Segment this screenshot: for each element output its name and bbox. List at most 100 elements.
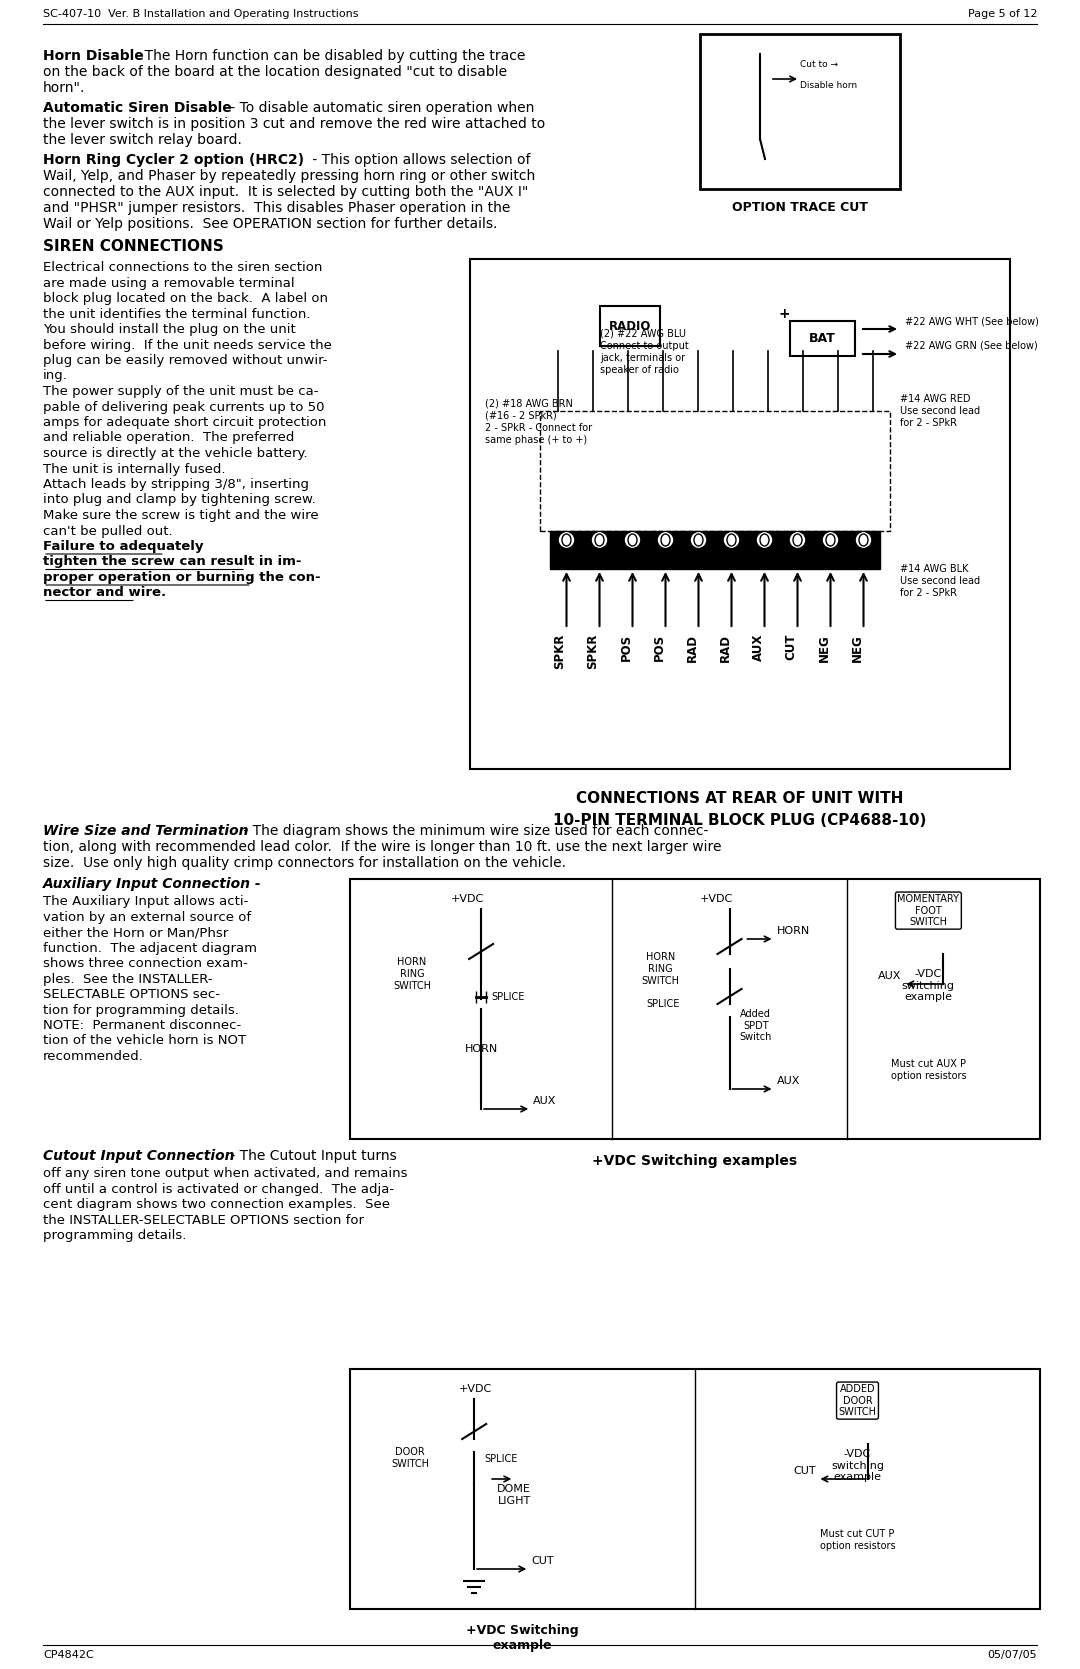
Ellipse shape <box>858 532 869 547</box>
Bar <box>550 549 880 569</box>
Text: jack, terminals or: jack, terminals or <box>600 354 685 362</box>
Text: Must cut AUX P
option resistors: Must cut AUX P option resistors <box>891 1060 967 1080</box>
Text: amps for adequate short circuit protection: amps for adequate short circuit protecti… <box>43 416 326 429</box>
Text: The Auxiliary Input allows acti-: The Auxiliary Input allows acti- <box>43 895 248 908</box>
Text: SPLICE: SPLICE <box>484 1454 517 1464</box>
Text: SPKR: SPKR <box>586 634 599 669</box>
Text: CUT: CUT <box>793 1465 815 1475</box>
Bar <box>540 411 890 531</box>
Text: You should install the plug on the unit: You should install the plug on the unit <box>43 324 296 335</box>
Ellipse shape <box>594 532 605 547</box>
Text: into plug and clamp by tightening screw.: into plug and clamp by tightening screw. <box>43 494 315 506</box>
Text: (#16 - 2 SPkR): (#16 - 2 SPkR) <box>485 411 557 421</box>
Text: off until a control is activated or changed.  The adja-: off until a control is activated or chan… <box>43 1183 394 1195</box>
Ellipse shape <box>759 532 770 547</box>
Text: function.  The adjacent diagram: function. The adjacent diagram <box>43 941 257 955</box>
Text: SELECTABLE OPTIONS sec-: SELECTABLE OPTIONS sec- <box>43 988 220 1001</box>
Text: - This option allows selection of: - This option allows selection of <box>308 154 530 167</box>
Circle shape <box>757 532 771 547</box>
Circle shape <box>559 532 573 547</box>
Text: for 2 - SPkR: for 2 - SPkR <box>900 587 957 598</box>
Text: SC-407-10  Ver. B Installation and Operating Instructions: SC-407-10 Ver. B Installation and Operat… <box>43 8 359 18</box>
Circle shape <box>791 532 805 547</box>
Text: 10-PIN TERMINAL BLOCK PLUG (CP4688-10): 10-PIN TERMINAL BLOCK PLUG (CP4688-10) <box>553 813 927 828</box>
Text: and reliable operation.  The preferred: and reliable operation. The preferred <box>43 432 295 444</box>
Text: same phase (+ to +): same phase (+ to +) <box>485 436 588 446</box>
Text: +VDC Switching
example: +VDC Switching example <box>467 1624 579 1652</box>
Text: HORN
RING
SWITCH: HORN RING SWITCH <box>393 958 431 991</box>
Text: OPTION TRACE CUT: OPTION TRACE CUT <box>732 200 868 214</box>
Text: HORN: HORN <box>777 926 810 936</box>
Text: the unit identifies the terminal function.: the unit identifies the terminal functio… <box>43 307 311 320</box>
Bar <box>350 1369 1040 1609</box>
Text: (2) #18 AWG BRN: (2) #18 AWG BRN <box>485 399 572 409</box>
Text: tion, along with recommended lead color.  If the wire is longer than 10 ft. use : tion, along with recommended lead color.… <box>43 840 721 855</box>
Circle shape <box>691 532 705 547</box>
Text: Electrical connections to the siren section: Electrical connections to the siren sect… <box>43 260 322 274</box>
Text: MOMENTARY
FOOT
SWITCH: MOMENTARY FOOT SWITCH <box>897 895 959 928</box>
Text: ADDED
DOOR
SWITCH: ADDED DOOR SWITCH <box>838 1384 877 1417</box>
Text: CP4842C: CP4842C <box>43 1651 94 1661</box>
Text: before wiring.  If the unit needs service the: before wiring. If the unit needs service… <box>43 339 332 352</box>
Ellipse shape <box>792 532 804 547</box>
Text: #14 AWG BLK: #14 AWG BLK <box>900 564 969 574</box>
Ellipse shape <box>825 532 836 547</box>
Text: The power supply of the unit must be ca-: The power supply of the unit must be ca- <box>43 386 319 397</box>
Text: tighten the screw can result in im-: tighten the screw can result in im- <box>43 556 301 569</box>
Text: 05/07/05: 05/07/05 <box>987 1651 1037 1661</box>
Text: horn".: horn". <box>43 82 85 95</box>
Text: Page 5 of 12: Page 5 of 12 <box>968 8 1037 18</box>
Text: block plug located on the back.  A label on: block plug located on the back. A label … <box>43 292 328 305</box>
Text: The unit is internally fused.: The unit is internally fused. <box>43 462 226 476</box>
Text: can't be pulled out.: can't be pulled out. <box>43 524 173 537</box>
Text: CONNECTIONS AT REAR OF UNIT WITH: CONNECTIONS AT REAR OF UNIT WITH <box>577 791 904 806</box>
Text: +VDC Switching examples: +VDC Switching examples <box>593 1153 797 1168</box>
Text: tion of the vehicle horn is NOT: tion of the vehicle horn is NOT <box>43 1035 246 1048</box>
Text: RADIO: RADIO <box>609 319 651 332</box>
Text: RAD: RAD <box>686 634 699 663</box>
Text: #22 AWG GRN (See below): #22 AWG GRN (See below) <box>905 340 1038 350</box>
Text: size.  Use only high quality crimp connectors for installation on the vehicle.: size. Use only high quality crimp connec… <box>43 856 566 870</box>
Text: AUX: AUX <box>777 1077 800 1087</box>
Text: Wail, Yelp, and Phaser by repeatedly pressing horn ring or other switch: Wail, Yelp, and Phaser by repeatedly pre… <box>43 169 536 184</box>
Text: Must cut CUT P
option resistors: Must cut CUT P option resistors <box>820 1529 895 1551</box>
Bar <box>700 33 900 189</box>
Text: 2 - SPkR - Connect for: 2 - SPkR - Connect for <box>485 422 592 432</box>
Text: -VDC
switching
example: -VDC switching example <box>831 1449 885 1482</box>
Text: POS: POS <box>620 634 633 661</box>
Text: POS: POS <box>652 634 665 661</box>
Text: shows three connection exam-: shows three connection exam- <box>43 956 248 970</box>
Text: Wail or Yelp positions.  See OPERATION section for further details.: Wail or Yelp positions. See OPERATION se… <box>43 217 498 230</box>
Text: NEG: NEG <box>851 634 864 661</box>
Text: SPLICE: SPLICE <box>491 991 525 1001</box>
Text: on the back of the board at the location designated "cut to disable: on the back of the board at the location… <box>43 65 508 78</box>
Text: - The diagram shows the minimum wire size used for each connec-: - The diagram shows the minimum wire siz… <box>239 824 708 838</box>
Text: #22 AWG WHT (See below): #22 AWG WHT (See below) <box>905 315 1039 325</box>
Text: and "PHSR" jumper resistors.  This disables Phaser operation in the: and "PHSR" jumper resistors. This disabl… <box>43 200 511 215</box>
Text: Horn Ring Cycler 2 option (HRC2): Horn Ring Cycler 2 option (HRC2) <box>43 154 305 167</box>
Text: +VDC: +VDC <box>700 895 732 905</box>
Text: the lever switch is in position 3 cut and remove the red wire attached to: the lever switch is in position 3 cut an… <box>43 117 545 130</box>
Text: connected to the AUX input.  It is selected by cutting both the "AUX I": connected to the AUX input. It is select… <box>43 185 528 199</box>
Ellipse shape <box>561 532 572 547</box>
Text: ing.: ing. <box>43 369 68 382</box>
Text: Use second lead: Use second lead <box>900 576 981 586</box>
Text: DOME
LIGHT: DOME LIGHT <box>497 1484 531 1505</box>
Text: Added
SPDT
Switch: Added SPDT Switch <box>740 1010 772 1041</box>
Text: +VDC: +VDC <box>459 1384 492 1394</box>
Text: AUX: AUX <box>534 1097 556 1107</box>
Text: +: + <box>778 307 789 320</box>
Text: the lever switch relay board.: the lever switch relay board. <box>43 134 242 147</box>
Text: - The Cutout Input turns: - The Cutout Input turns <box>226 1148 396 1163</box>
Text: HORN: HORN <box>464 1045 498 1055</box>
Text: DOOR
SWITCH: DOOR SWITCH <box>391 1447 429 1469</box>
Text: AUX: AUX <box>878 971 902 981</box>
Text: Disable horn: Disable horn <box>800 82 858 90</box>
Text: are made using a removable terminal: are made using a removable terminal <box>43 277 295 289</box>
Text: BAT: BAT <box>809 332 836 345</box>
Text: Horn Disable: Horn Disable <box>43 48 144 63</box>
Circle shape <box>625 532 639 547</box>
Text: +VDC: +VDC <box>451 895 484 905</box>
Text: NEG: NEG <box>818 634 831 661</box>
Text: CUT: CUT <box>531 1556 554 1566</box>
